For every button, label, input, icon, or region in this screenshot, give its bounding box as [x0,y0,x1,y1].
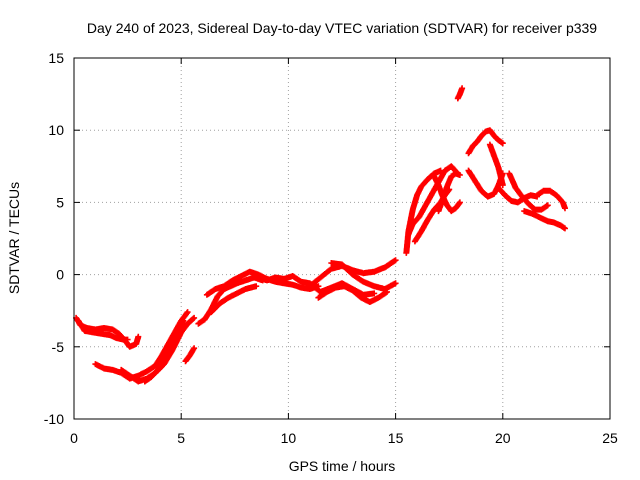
x-tick-label: 25 [602,430,618,446]
axis-ticks [73,57,611,420]
series-track-2 [75,317,131,343]
x-tick-label: 15 [388,430,404,446]
point-markers [315,283,390,305]
series-track-19 [454,85,466,102]
series-track-20 [465,127,506,157]
data-points [73,85,568,385]
point-markers [454,85,466,102]
series-track-12 [315,283,390,305]
point-markers [208,283,260,316]
plot-frame [73,57,611,420]
chart-title: Day 240 of 2023, Sidereal Day-to-day VTE… [87,20,597,36]
y-axis-label: SDTVAR / TECUs [6,182,22,294]
y-tick-label: 5 [56,194,64,210]
grid-lines [74,58,610,419]
y-tick-label: 15 [48,50,64,66]
point-markers [75,317,131,343]
point-markers [521,208,568,232]
series-track-25 [521,208,568,232]
series-track-5 [141,317,187,385]
series-track-13 [328,260,399,292]
series-track-18 [435,170,463,215]
series-track-26 [534,187,568,212]
point-markers [506,170,551,213]
y-tick-label: 10 [48,122,64,138]
y-tick-label: 0 [56,267,64,283]
x-tick-label: 10 [281,430,297,446]
series-track-22 [486,141,506,189]
x-tick-label: 0 [70,430,78,446]
series-track-9 [208,283,260,316]
x-axis-label: GPS time / hours [289,458,396,474]
point-markers [435,170,463,215]
series-track-24 [506,170,551,213]
x-tick-label: 5 [177,430,185,446]
y-tick-label: -5 [52,339,65,355]
point-markers [182,345,198,365]
point-markers [328,260,399,292]
point-markers [465,127,506,157]
point-markers [534,187,568,212]
point-markers [486,141,506,189]
tick-labels: 0 5 10 15 20 25 -10 -5 0 5 10 15 [44,50,618,446]
y-tick-label: -10 [44,411,64,427]
point-markers [141,317,187,385]
series-track-6 [182,345,198,365]
x-tick-label: 20 [495,430,511,446]
